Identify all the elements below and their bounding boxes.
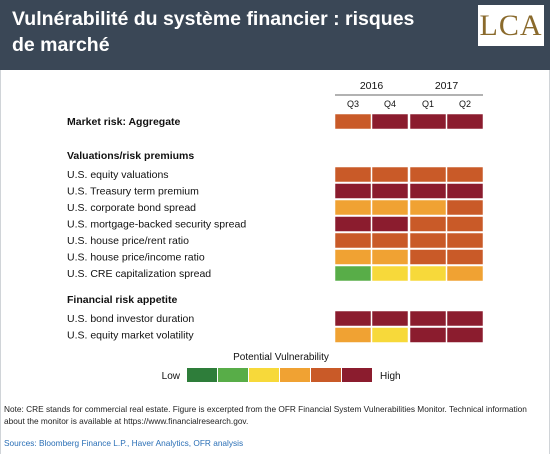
heatmap-cell [334, 310, 372, 327]
heatmap-chart: 2016 2017 Q3 Q4 Q1 Q2 Market risk: Aggregate Va… [67, 80, 484, 382]
heatmap-cell [446, 232, 484, 249]
quarter-label: Q2 [459, 99, 471, 109]
heatmap-cell [409, 199, 447, 216]
row-label: U.S. Treasury term premium [67, 186, 199, 198]
legend-swatch [249, 368, 279, 382]
heatmap-cell [446, 265, 484, 282]
heatmap-cell [409, 232, 447, 249]
heatmap-cell [446, 249, 484, 265]
heatmap-cell [446, 310, 484, 327]
section-heading: Financial risk appetite [67, 294, 177, 306]
heatmap-cell [446, 113, 484, 130]
heatmap-cell [334, 265, 372, 282]
legend-low-label: Low [162, 371, 181, 382]
legend-high-label: High [380, 371, 401, 382]
heatmap-cell [409, 265, 447, 282]
heatmap-cell [371, 183, 409, 199]
page-title: Vulnérabilité du système financier : ris… [12, 8, 415, 56]
heatmap-cell [371, 216, 409, 232]
legend-title: Potential Vulnerability [233, 352, 329, 363]
quarter-label: Q4 [384, 99, 396, 109]
heatmap-cell [409, 183, 447, 199]
heatmap-cell [334, 327, 372, 343]
heatmap-cell [334, 183, 372, 199]
heatmap-cell [371, 265, 409, 282]
header-banner: Vulnérabilité du système financier : ris… [0, 0, 550, 70]
heatmap-cell [409, 310, 447, 327]
heatmap-cell [371, 310, 409, 327]
row-label: U.S. house price/income ratio [67, 252, 205, 264]
year-label: 2016 [360, 80, 384, 92]
heatmap-cell [371, 327, 409, 343]
row-label: U.S. house price/rent ratio [67, 235, 189, 247]
chart-sources: Sources: Bloomberg Finance L.P., Haver A… [4, 438, 244, 448]
logo-text: LCA [479, 8, 543, 42]
row-label: U.S. corporate bond spread [67, 202, 196, 214]
heatmap-cell [446, 199, 484, 216]
heatmap-cell [446, 216, 484, 232]
row-label: U.S. equity market volatility [67, 330, 194, 342]
lca-logo: LCA [478, 5, 544, 46]
heatmap-cell [334, 216, 372, 232]
heatmap-cell [409, 216, 447, 232]
row-label: U.S. equity valuations [67, 169, 169, 181]
legend-swatch [311, 368, 341, 382]
heatmap-cell [446, 327, 484, 343]
heatmap-cell [334, 249, 372, 265]
heatmap-cell [371, 113, 409, 130]
row-label: U.S. bond investor duration [67, 313, 194, 325]
heatmap-cell [334, 232, 372, 249]
heatmap-cell [371, 249, 409, 265]
heatmap-cell [409, 113, 447, 130]
heatmap-cell [371, 199, 409, 216]
heatmap-cell [409, 166, 447, 183]
quarter-label: Q3 [347, 99, 359, 109]
heatmap-cell [371, 166, 409, 183]
quarter-label: Q1 [422, 99, 434, 109]
year-label: 2017 [435, 80, 459, 92]
chart-panel: 2016 2017 Q3 Q4 Q1 Q2 Market risk: Aggregate Va… [0, 70, 550, 454]
heatmap-cell [446, 183, 484, 199]
legend-swatch [280, 368, 310, 382]
legend-swatch [342, 368, 372, 382]
heatmap-cell [409, 327, 447, 343]
row-label: Market risk: Aggregate [67, 116, 181, 128]
section-heading: Valuations/risk premiums [67, 150, 194, 162]
row-label: U.S. CRE capitalization spread [67, 268, 211, 280]
heatmap-cell [409, 249, 447, 265]
heatmap-cell [371, 232, 409, 249]
heatmap-cell [334, 113, 372, 130]
legend-swatch [187, 368, 217, 382]
heatmap-cell [446, 166, 484, 183]
legend-swatch [218, 368, 248, 382]
heatmap-cell [334, 166, 372, 183]
heatmap-cell [334, 199, 372, 216]
chart-note: Note: CRE stands for commercial real est… [4, 404, 527, 426]
row-label: U.S. mortgage-backed security spread [67, 219, 246, 231]
